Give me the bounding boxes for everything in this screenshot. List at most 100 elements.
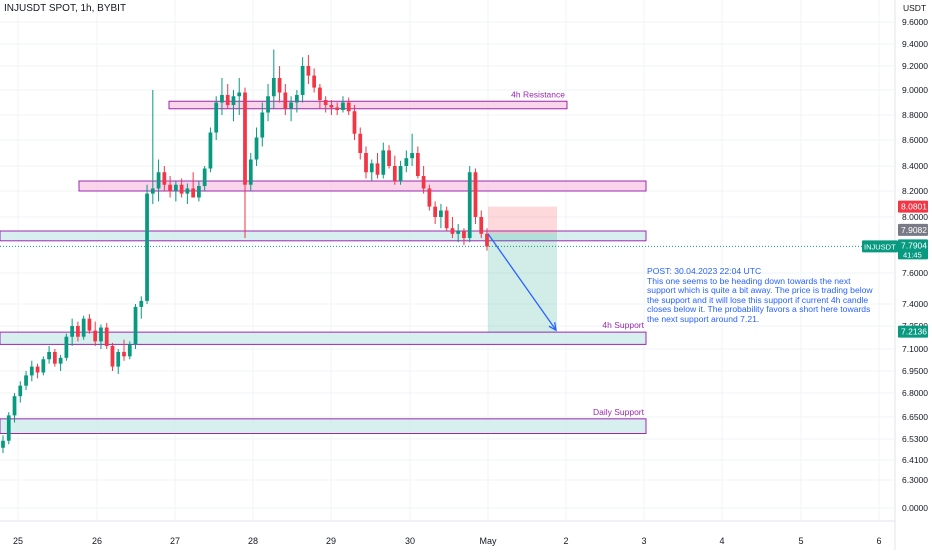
candle-body [283,92,288,109]
forecast-arrow [487,233,557,332]
price-tick-label: 6.6500 [902,412,928,422]
candle-body [329,105,334,108]
candle-body [410,153,414,159]
zone-label: 4h Support [602,320,644,330]
candle-body [387,150,391,166]
post-note-line-1: This one seems to be heading down toward… [647,275,873,324]
price-tick-label: 9.0000 [902,85,928,95]
candle-body [341,102,345,110]
candle-body [87,318,92,331]
candle-body [485,233,489,247]
last-price-label: 7.7904 [901,240,927,250]
candle-body [133,306,138,345]
candle-body [294,95,299,103]
candle-body [110,345,115,367]
candle-body [260,112,265,138]
time-tick-label: 3 [641,536,646,546]
candle-body [467,172,472,238]
time-tick-label: May [479,536,497,546]
symbol-tag: INJUSDT [864,242,896,251]
time-tick-label: 30 [405,536,415,546]
time-tick-label: 25 [13,536,23,546]
price-tick-label: 6.3000 [902,475,928,485]
candle-body [404,158,409,166]
candle-body [156,172,161,189]
zone-rect [168,100,568,110]
price-tick-label: 7.4000 [902,299,928,309]
time-tick-label: 4 [719,536,724,546]
candle-body [266,96,270,113]
price-tick-label: 9.6000 [902,17,928,27]
candle-body [398,166,403,181]
time-tick-label: 26 [92,536,102,546]
candle-body [191,188,196,198]
time-axis[interactable]: 25 26 27 28 29 30 May 2 3 4 5 6 [13,536,882,546]
candle-body [248,159,253,185]
candle-body [76,326,80,337]
candle-body [220,95,224,103]
candle-body [479,217,484,234]
candle-body [35,366,40,373]
candle-body [318,87,322,100]
candle-body [444,210,449,229]
price-tick-label: 6.9500 [902,366,928,376]
candle-body [369,163,374,173]
candle-body [12,396,17,416]
post-note: POST: 30.04.2023 22:04 UTC This one seem… [647,266,877,325]
zone-rect [78,180,647,192]
price-tick-label: 6.5300 [902,434,928,444]
candle-body [52,351,57,364]
candle-body [104,327,109,346]
candle-body [29,366,34,376]
candle-body [421,176,426,189]
candle-body [202,168,207,186]
last-price-box [898,239,928,260]
candle-body [392,166,397,181]
time-tick-label: 2 [563,536,568,546]
candle-body [81,318,86,337]
price-tick-label: 8.4000 [902,161,928,171]
arrow-line [487,233,557,331]
candle-body [312,75,317,88]
candle-body [306,66,311,76]
candle-body [364,153,368,173]
post-note-line-0: POST: 30.04.2023 22:04 UTC [647,266,762,276]
candles [1,49,489,453]
zone-label: Daily Support [593,407,645,417]
candle-body [127,344,132,357]
candle-body [173,184,178,191]
candle-body [168,184,172,191]
price-tick-label: 8.2000 [902,186,928,196]
candle-body [352,111,357,134]
candle-body [208,132,213,169]
price-tick-label: 6.4100 [902,455,928,465]
candle-body [358,133,363,153]
candle-body [58,357,63,364]
price-tick-label: 8.6000 [902,135,928,145]
candle-body [70,326,75,337]
candle-body [93,330,98,342]
zone-label: 4h Resistance [511,89,565,99]
candle-body [18,385,23,397]
short-position-tool[interactable] [488,206,557,333]
candle-body [462,231,466,238]
candle-body [346,102,351,112]
candle-body [271,78,276,97]
candle-body [277,78,282,93]
candle-body [231,96,236,105]
candle-body [162,172,167,185]
price-tick-label: 9.2000 [902,61,928,71]
candle-body [185,188,190,194]
symbol-tag-box [862,240,898,253]
candle-body [116,351,121,367]
currency-label: USDT [903,3,926,13]
zones: 4h Resistance 4h Support Daily Support [0,89,647,435]
price-tick-label: 7.1000 [902,344,928,354]
candle-body [254,137,259,160]
candle-body [439,210,443,217]
candle-body [381,150,386,175]
time-tick-label: 6 [876,536,881,546]
